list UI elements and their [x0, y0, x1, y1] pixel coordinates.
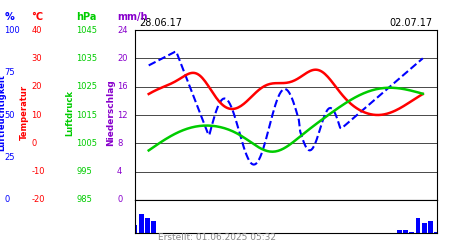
Bar	[422, 223, 427, 232]
Text: 02.07.17: 02.07.17	[389, 18, 432, 28]
Text: 20: 20	[117, 54, 127, 63]
Text: 0: 0	[117, 196, 122, 204]
Bar	[397, 230, 402, 232]
Text: 0: 0	[4, 196, 10, 204]
Text: 16: 16	[117, 82, 128, 91]
Text: -10: -10	[32, 167, 45, 176]
Bar	[428, 221, 433, 232]
Text: %: %	[4, 12, 14, 22]
Text: Niederschlag: Niederschlag	[106, 79, 115, 146]
Text: 20: 20	[32, 82, 42, 91]
Text: 100: 100	[4, 26, 20, 35]
Text: Erstellt: 01.06.2025 05:32: Erstellt: 01.06.2025 05:32	[158, 234, 275, 242]
Text: 12: 12	[117, 110, 127, 120]
Text: -20: -20	[32, 196, 45, 204]
Bar	[403, 230, 408, 232]
Text: 8: 8	[117, 139, 122, 148]
Text: 75: 75	[4, 68, 15, 77]
Text: 1015: 1015	[76, 110, 98, 120]
Text: Temperatur: Temperatur	[20, 85, 29, 140]
Text: 995: 995	[76, 167, 92, 176]
Text: 50: 50	[4, 110, 15, 120]
Text: 40: 40	[32, 26, 42, 35]
Bar	[139, 214, 144, 233]
Text: 30: 30	[32, 54, 42, 63]
Text: 4: 4	[117, 167, 122, 176]
Text: 985: 985	[76, 196, 92, 204]
Text: °C: °C	[32, 12, 44, 22]
Text: mm/h: mm/h	[117, 12, 148, 22]
Text: 1035: 1035	[76, 54, 98, 63]
Bar	[416, 218, 420, 232]
Text: 1045: 1045	[76, 26, 98, 35]
Text: hPa: hPa	[76, 12, 97, 22]
Bar	[151, 221, 156, 232]
Text: Luftfeuchtigkeit: Luftfeuchtigkeit	[0, 74, 7, 151]
Text: Luftdruck: Luftdruck	[65, 90, 74, 136]
Text: 0: 0	[32, 139, 37, 148]
Bar	[145, 218, 150, 232]
Text: 10: 10	[32, 110, 42, 120]
Text: 1005: 1005	[76, 139, 98, 148]
Text: 28.06.17: 28.06.17	[140, 18, 183, 28]
Text: 25: 25	[4, 153, 15, 162]
Bar	[133, 225, 137, 232]
Text: 24: 24	[117, 26, 127, 35]
Text: 1025: 1025	[76, 82, 98, 91]
